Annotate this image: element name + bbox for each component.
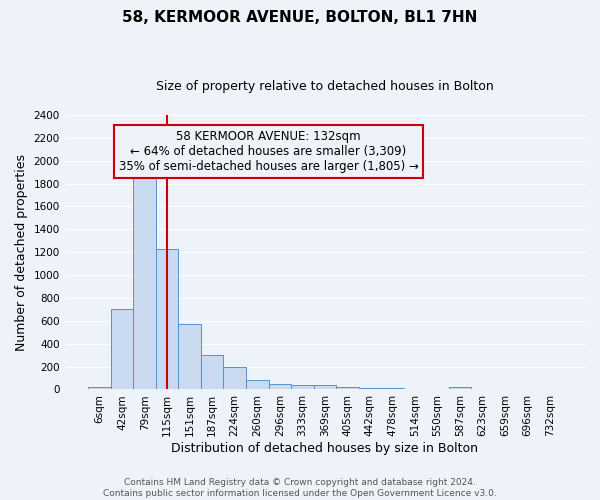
- Bar: [201, 355, 223, 390]
- Bar: [494, 389, 516, 390]
- Bar: [291, 386, 314, 390]
- X-axis label: Distribution of detached houses by size in Bolton: Distribution of detached houses by size …: [172, 442, 478, 455]
- Bar: [246, 380, 269, 390]
- Bar: [426, 389, 449, 390]
- Bar: [314, 386, 336, 390]
- Bar: [111, 310, 133, 390]
- Bar: [88, 387, 111, 390]
- Bar: [449, 387, 471, 390]
- Bar: [223, 366, 246, 390]
- Bar: [381, 388, 404, 390]
- Bar: [336, 387, 359, 390]
- Text: Contains HM Land Registry data © Crown copyright and database right 2024.
Contai: Contains HM Land Registry data © Crown c…: [103, 478, 497, 498]
- Text: 58, KERMOOR AVENUE, BOLTON, BL1 7HN: 58, KERMOOR AVENUE, BOLTON, BL1 7HN: [122, 10, 478, 25]
- Title: Size of property relative to detached houses in Bolton: Size of property relative to detached ho…: [156, 80, 494, 93]
- Bar: [156, 249, 178, 390]
- Y-axis label: Number of detached properties: Number of detached properties: [15, 154, 28, 350]
- Bar: [359, 388, 381, 390]
- Bar: [269, 384, 291, 390]
- Text: 58 KERMOOR AVENUE: 132sqm
← 64% of detached houses are smaller (3,309)
35% of se: 58 KERMOOR AVENUE: 132sqm ← 64% of detac…: [119, 130, 418, 173]
- Bar: [178, 324, 201, 390]
- Bar: [133, 168, 156, 390]
- Bar: [516, 389, 539, 390]
- Bar: [404, 389, 426, 390]
- Bar: [539, 389, 562, 390]
- Bar: [471, 389, 494, 390]
